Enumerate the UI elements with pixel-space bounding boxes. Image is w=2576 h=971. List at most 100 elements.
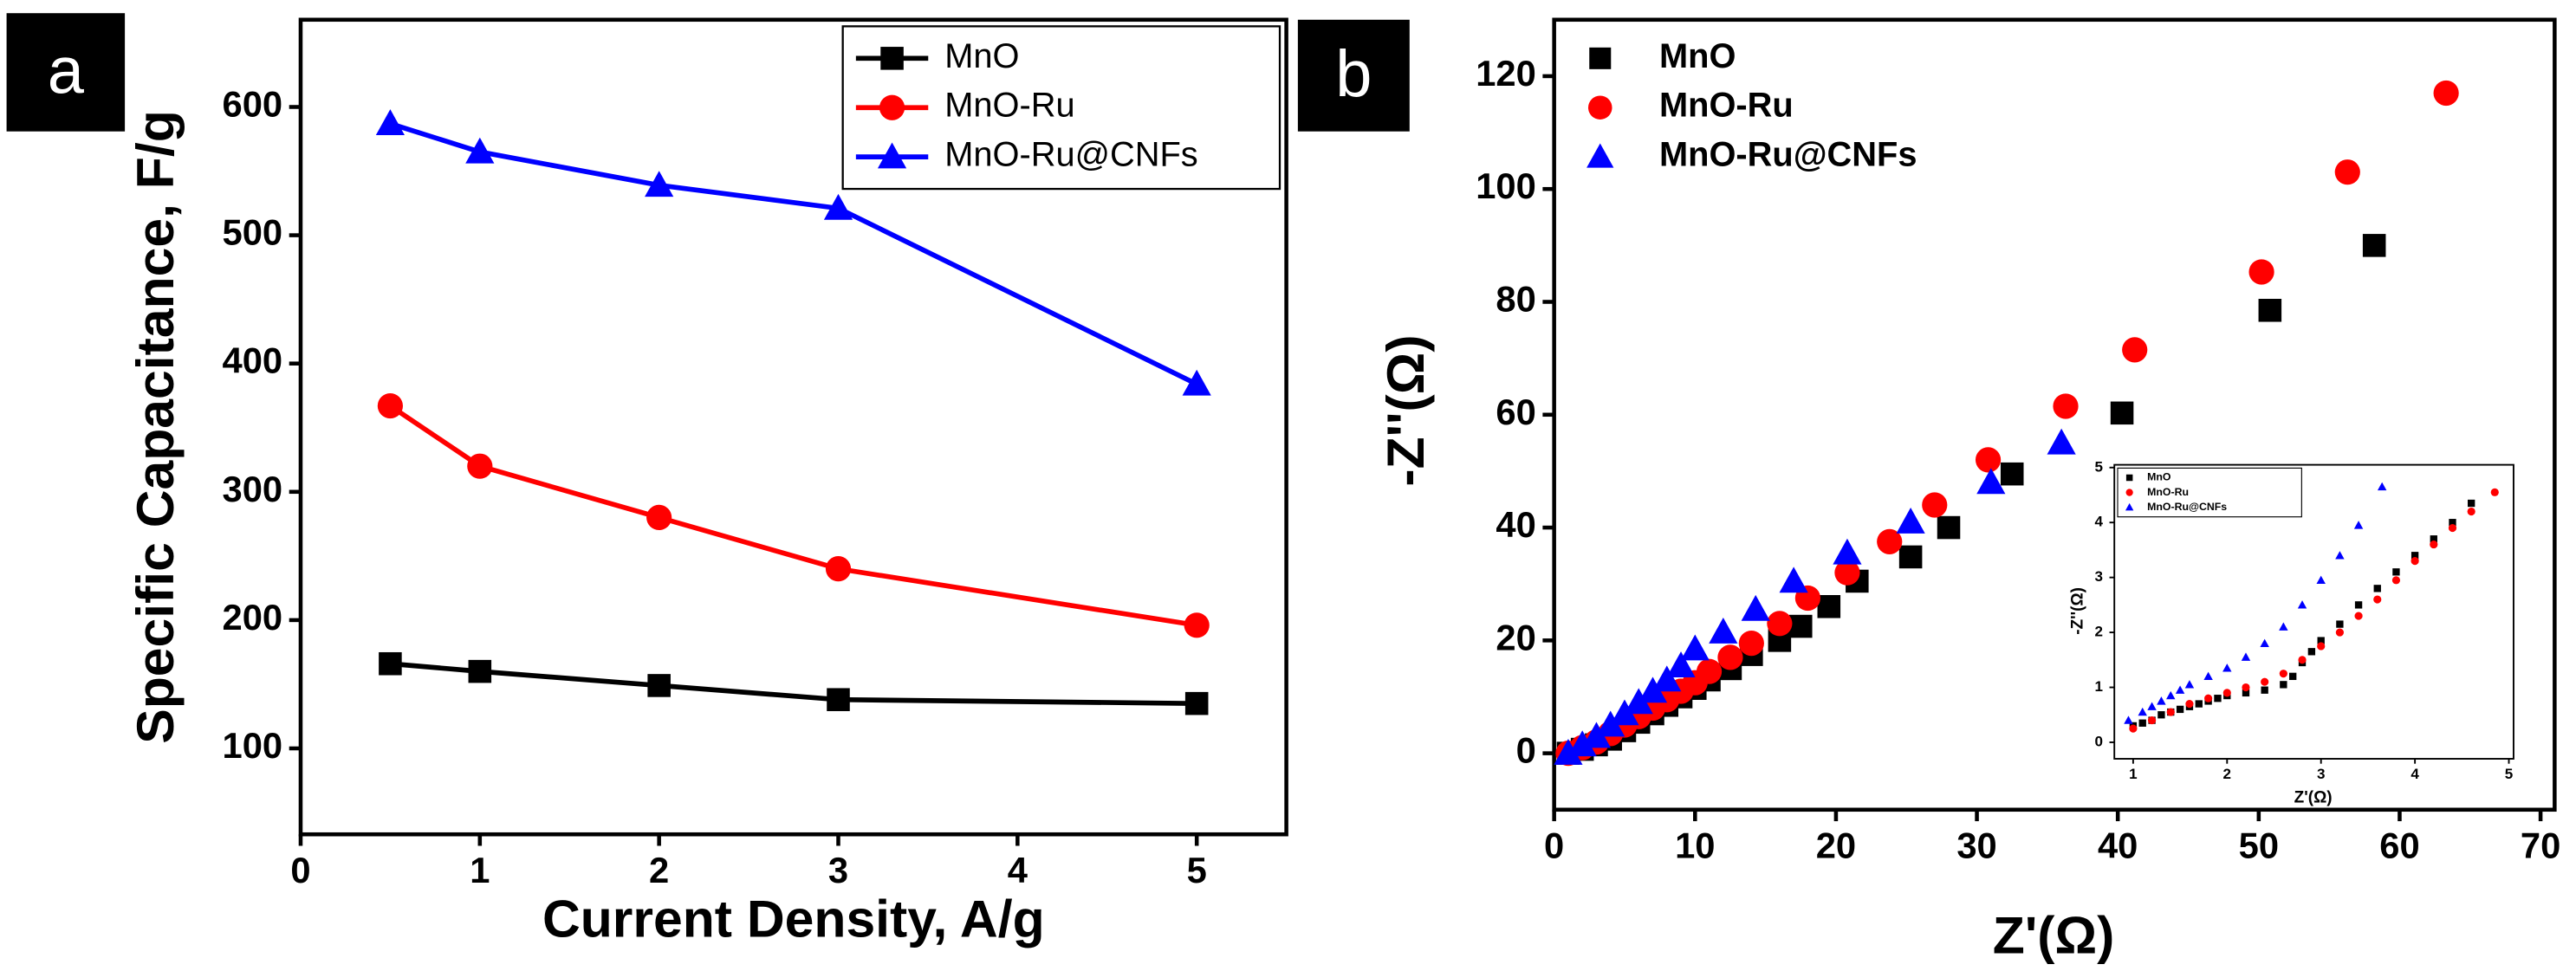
data-point — [1922, 492, 1948, 518]
data-point — [646, 504, 672, 531]
data-point — [2377, 482, 2387, 491]
data-point — [465, 137, 495, 164]
x-tick-label: 0 — [290, 850, 310, 890]
data-point — [1717, 644, 1743, 670]
y-axis-label: -Z''(Ω) — [1376, 334, 1435, 486]
data-point — [2280, 681, 2287, 689]
data-point — [2336, 620, 2344, 628]
data-point — [2175, 685, 2185, 694]
data-point — [1767, 611, 1793, 637]
data-point — [2000, 462, 2024, 486]
legend-label: MnO-Ru — [2147, 486, 2189, 498]
data-point — [2248, 259, 2274, 285]
legend-label: MnO — [2147, 471, 2171, 483]
x-tick-label: 70 — [2521, 825, 2560, 865]
data-point — [2122, 337, 2148, 363]
x-tick-label: 4 — [1008, 850, 1028, 890]
legend-marker — [2125, 474, 2133, 482]
data-point — [1976, 468, 2006, 495]
data-point — [2241, 652, 2251, 661]
legend-label: MnO — [944, 37, 1019, 75]
data-point — [2449, 519, 2456, 527]
data-point — [1788, 614, 1813, 638]
x-tick-label: 10 — [1675, 825, 1715, 865]
data-point — [2261, 677, 2269, 686]
data-point — [2335, 551, 2345, 560]
data-point — [2166, 690, 2176, 700]
data-point — [2316, 575, 2326, 585]
x-tick-label: 1 — [2129, 766, 2137, 782]
panel-label-box — [6, 13, 126, 132]
data-point — [1898, 545, 1923, 569]
panel-label: a — [48, 34, 85, 107]
y-tick-label: 100 — [223, 725, 283, 766]
legend-label: MnO-Ru@CNFs — [944, 136, 1197, 174]
data-point — [377, 392, 403, 419]
y-tick-label: 40 — [1496, 504, 1535, 545]
data-point — [1184, 612, 1210, 638]
data-point — [2430, 541, 2438, 549]
data-point — [2176, 705, 2184, 714]
data-point — [2242, 689, 2250, 697]
y-tick-label: 500 — [223, 212, 283, 253]
data-point — [2362, 234, 2386, 257]
y-tick-label: 4 — [2094, 514, 2103, 530]
data-point — [2157, 711, 2165, 719]
y-tick-label: 400 — [223, 340, 283, 381]
x-tick-label: 40 — [2098, 825, 2138, 865]
data-point — [2353, 521, 2364, 529]
data-point — [2214, 695, 2222, 702]
data-point — [1696, 658, 1723, 684]
data-point — [468, 659, 492, 683]
data-point — [2317, 642, 2326, 651]
data-point — [1182, 369, 1211, 396]
data-point — [2373, 595, 2382, 604]
data-point — [1975, 447, 2002, 473]
y-tick-label: 3 — [2094, 568, 2102, 585]
data-point — [2354, 612, 2363, 620]
data-point — [1184, 691, 1209, 715]
data-point — [645, 171, 674, 197]
y-tick-label: 20 — [1496, 617, 1535, 657]
legend-marker — [2125, 489, 2133, 496]
data-point — [1610, 699, 1639, 726]
data-point — [1817, 594, 1841, 618]
x-tick-label: 50 — [2239, 825, 2279, 865]
data-point — [2184, 680, 2195, 689]
x-tick-label: 5 — [1187, 850, 1207, 890]
data-point — [2448, 523, 2457, 533]
y-tick-label: 0 — [2094, 733, 2102, 749]
data-point — [2260, 638, 2269, 647]
data-point — [2467, 507, 2475, 516]
data-point — [2166, 708, 2175, 716]
data-point — [2147, 716, 2157, 725]
data-point — [2204, 694, 2213, 702]
data-point — [2411, 557, 2419, 566]
data-point — [2373, 585, 2381, 592]
y-axis-label: -Z''(Ω) — [2069, 587, 2087, 635]
data-point — [2317, 637, 2325, 644]
data-point — [2053, 393, 2079, 419]
data-point — [1638, 676, 1668, 703]
x-tick-label: 0 — [1544, 825, 1564, 865]
data-point — [823, 193, 853, 220]
data-point — [2110, 401, 2134, 425]
panel-label: b — [1335, 37, 1372, 111]
y-tick-label: 300 — [223, 469, 283, 509]
panel-label-box — [1297, 19, 1410, 132]
data-point — [1833, 538, 1862, 565]
x-tick-label: 5 — [2505, 766, 2513, 782]
legend-label: MnO-Ru@CNFs — [2147, 501, 2227, 513]
data-point — [1554, 739, 1583, 765]
y-tick-label: 0 — [1516, 730, 1536, 771]
data-point — [2433, 80, 2459, 107]
data-point — [2203, 671, 2213, 681]
data-point — [1709, 617, 1738, 644]
data-point — [2258, 298, 2282, 322]
data-point — [1680, 634, 1710, 661]
data-point — [825, 556, 852, 582]
data-point — [2467, 499, 2475, 508]
data-point — [1652, 665, 1682, 692]
data-point — [827, 688, 850, 711]
legend-marker — [1586, 143, 1614, 168]
